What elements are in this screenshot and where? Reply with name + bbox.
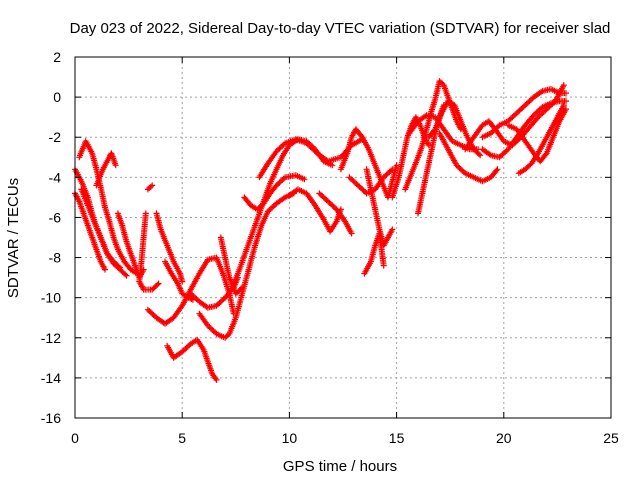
series-arc4 (78, 186, 123, 271)
data-point-markers (93, 150, 119, 189)
data-point-markers (316, 190, 355, 237)
series-arc5 (93, 150, 119, 189)
data-point-markers (479, 86, 569, 141)
chart-title: Day 023 of 2022, Sidereal Day-to-day VTE… (70, 20, 611, 37)
y-tick-label: 2 (53, 49, 61, 65)
data-point-markers (136, 210, 162, 293)
series-arc24 (361, 230, 387, 277)
data-point-markers (241, 172, 308, 213)
y-tick-label: -4 (49, 169, 62, 185)
series-arc11 (144, 254, 237, 327)
y-tick-label: -6 (49, 209, 62, 225)
data-point-markers (196, 190, 297, 341)
series-arc9 (153, 210, 186, 285)
data-markers (72, 78, 569, 383)
series-arc35 (479, 86, 569, 141)
data-point-markers (361, 230, 387, 277)
y-tick-label: -14 (41, 370, 61, 386)
y-axis-ticks: -16 -14 -12 -10 -8 -6 -4 -2 0 2 (41, 49, 611, 426)
x-tick-label: 20 (496, 430, 512, 446)
series-arc17 (241, 172, 308, 213)
plot-frame (74, 56, 612, 419)
y-tick-label: -8 (49, 250, 62, 266)
x-tick-label: 15 (389, 430, 405, 446)
data-point-markers (515, 102, 567, 177)
series-arc12 (164, 336, 220, 383)
x-axis-label: GPS time / hours (283, 458, 397, 475)
data-point-markers (153, 210, 186, 285)
series-arc8 (144, 182, 156, 193)
data-point-markers (164, 336, 220, 383)
y-tick-label: -12 (41, 330, 61, 346)
x-tick-label: 10 (282, 430, 298, 446)
y-tick-label: -16 (41, 410, 61, 426)
x-tick-label: 25 (603, 430, 619, 446)
x-tick-label: 0 (71, 430, 79, 446)
series-arc29 (406, 112, 482, 153)
data-point-markers (406, 112, 482, 153)
series-arc19 (286, 186, 344, 235)
series-arc30 (436, 130, 501, 185)
y-tick-label: 0 (53, 89, 61, 105)
data-point-markers (505, 106, 569, 165)
x-tick-label: 5 (178, 430, 186, 446)
series-arc34 (515, 102, 567, 177)
data-point-markers (144, 254, 237, 327)
y-tick-label: -2 (49, 129, 62, 145)
series-arc7 (136, 210, 162, 293)
y-tick-label: -10 (41, 290, 61, 306)
grid-lines (75, 57, 611, 418)
data-point-markers (144, 182, 156, 193)
data-point-markers (286, 186, 344, 235)
series-arc33 (505, 106, 569, 165)
data-point-markers (436, 130, 501, 185)
y-axis-label: SDTVAR / TECUs (5, 178, 22, 298)
data-point-markers (78, 186, 123, 271)
x-axis-ticks: 0 5 10 15 20 25 (71, 57, 619, 446)
series-arc20 (316, 190, 355, 237)
series-arc14 (196, 190, 297, 341)
